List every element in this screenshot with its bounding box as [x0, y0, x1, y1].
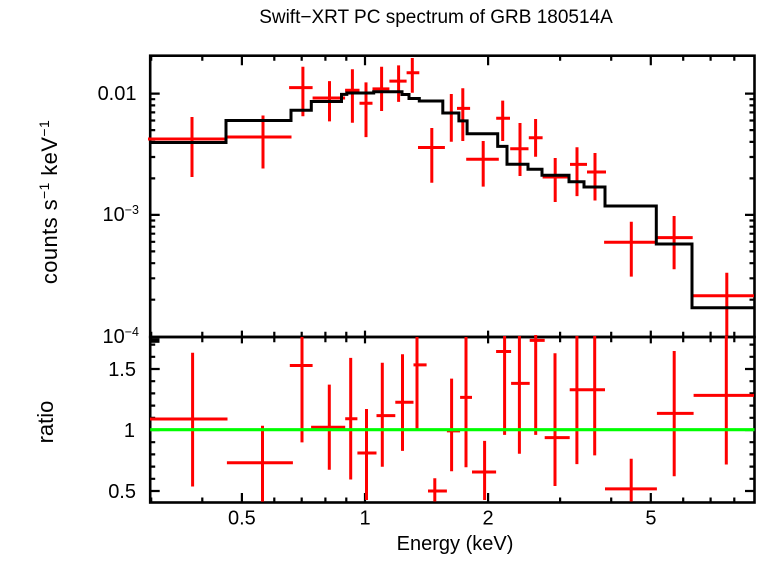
svg-text:Swift−XRT PC spectrum of GRB 1: Swift−XRT PC spectrum of GRB 180514A [259, 7, 613, 28]
svg-text:1: 1 [124, 420, 135, 442]
svg-text:0.01: 0.01 [98, 83, 137, 105]
svg-text:1.5: 1.5 [108, 359, 136, 381]
svg-text:0.5: 0.5 [228, 508, 256, 530]
svg-text:counts s−1 keV−1: counts s−1 keV−1 [36, 120, 62, 284]
svg-text:0.5: 0.5 [108, 481, 136, 503]
svg-text:2: 2 [483, 508, 494, 530]
svg-text:5: 5 [645, 508, 656, 530]
svg-text:1: 1 [359, 508, 370, 530]
svg-text:ratio: ratio [33, 401, 58, 444]
svg-text:Energy (keV): Energy (keV) [397, 533, 514, 555]
